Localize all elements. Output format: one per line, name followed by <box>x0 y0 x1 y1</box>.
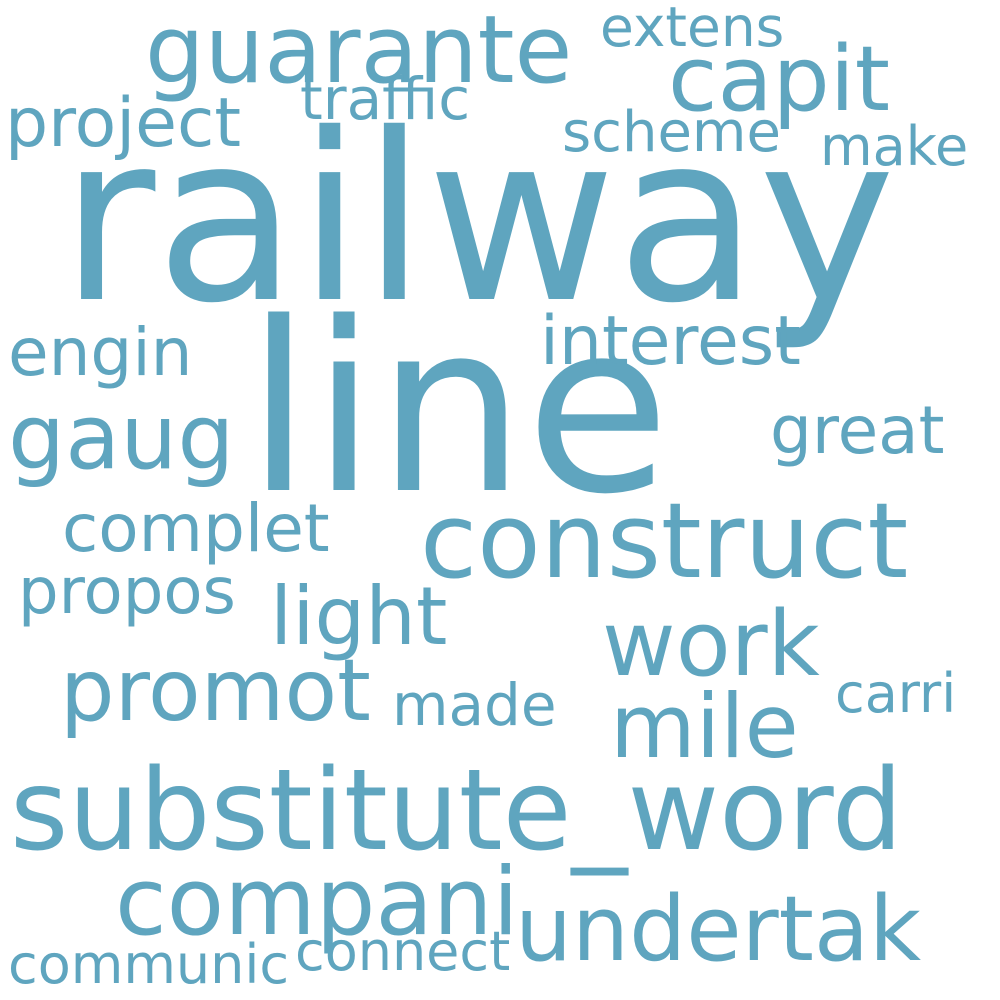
word-capit: capit <box>668 27 891 132</box>
word-connect: connect <box>295 920 511 983</box>
word-work: work <box>602 592 820 697</box>
word-undertak: undertak <box>515 877 922 982</box>
word-project: project <box>5 84 242 163</box>
word-complet: complet <box>62 490 330 567</box>
word-guarante: guarante <box>145 0 573 105</box>
word-carri: carri <box>835 662 957 725</box>
word-scheme: scheme <box>562 100 781 165</box>
word-compani: compani <box>115 848 519 957</box>
word-interest: interest <box>540 302 801 381</box>
word-extens: extens <box>600 0 785 59</box>
word-traffic: traffic <box>300 65 471 133</box>
word-substitute-word: substitute_word <box>10 746 903 876</box>
word-propos: propos <box>18 555 236 629</box>
word-great: great <box>770 392 945 469</box>
word-engin: engin <box>8 314 193 391</box>
word-light: light <box>270 570 448 663</box>
word-line: line <box>246 273 671 546</box>
word-mile: mile <box>610 675 799 778</box>
word-promot: promot <box>60 641 371 741</box>
word-made: made <box>392 671 557 739</box>
word-gaug: gaug <box>8 385 235 490</box>
word-railway: railway <box>60 84 896 354</box>
word-communic: communic <box>8 933 290 996</box>
word-make: make <box>820 115 969 178</box>
word-construct: construct <box>420 480 909 602</box>
